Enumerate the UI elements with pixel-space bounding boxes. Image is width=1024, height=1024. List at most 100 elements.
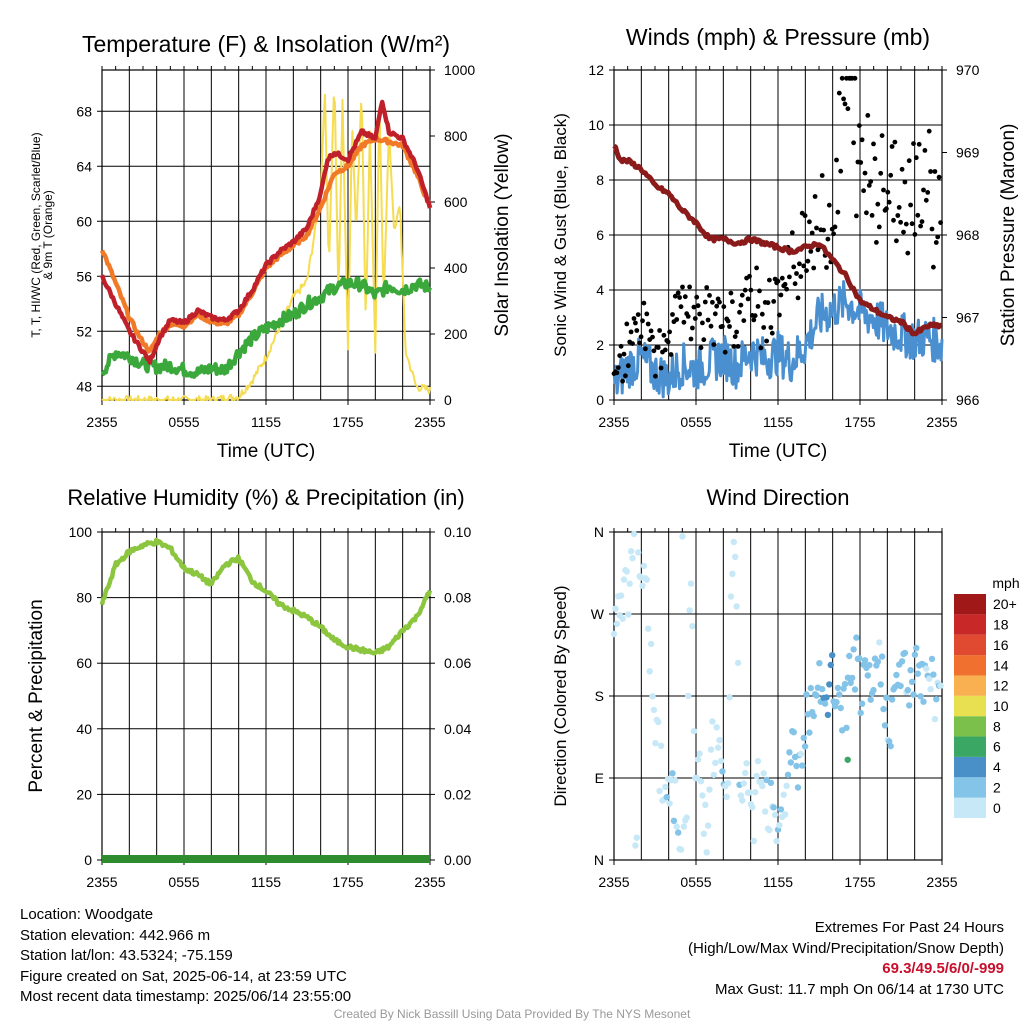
direction-point — [901, 649, 909, 657]
direction-point — [874, 658, 881, 665]
gust-point — [834, 157, 839, 163]
gust-point — [875, 201, 881, 207]
direction-point — [640, 562, 648, 570]
gust-point — [735, 344, 741, 349]
direction-point — [767, 779, 775, 786]
x-tick-label: 1155 — [763, 414, 793, 430]
gust-point — [712, 311, 718, 317]
y-tick-label: 100 — [69, 524, 93, 540]
y2-axis-label: Solar Insolation (Yellow) — [492, 133, 513, 336]
gust-point — [674, 317, 680, 322]
y2-tick-label: 400 — [444, 260, 468, 276]
y2-tick-label: 966 — [956, 392, 980, 408]
colorbar-swatch — [954, 777, 986, 798]
direction-point — [928, 655, 936, 663]
gust-point — [678, 304, 684, 310]
gust-point — [832, 224, 838, 230]
direction-point — [897, 682, 904, 690]
y-tick-label: 6 — [596, 227, 604, 243]
colorbar-label: 2 — [993, 779, 1001, 795]
gust-point — [908, 202, 913, 208]
x-tick-label: 1755 — [844, 414, 875, 430]
direction-point — [662, 783, 669, 791]
max-gust: Max Gust: 11.7 mph On 06/14 at 1730 UTC — [714, 980, 1004, 998]
gust-point — [874, 240, 879, 245]
gust-point — [825, 236, 831, 242]
gust-point — [625, 363, 631, 369]
gust-point — [732, 334, 738, 339]
gust-point — [721, 304, 727, 310]
gust-point — [778, 292, 784, 298]
gust-point — [901, 229, 906, 235]
gust-point — [628, 329, 634, 335]
y-tick-label: 12 — [588, 62, 604, 78]
gust-point — [661, 332, 667, 338]
x-tick-label: 0555 — [680, 874, 711, 890]
gust-point — [620, 378, 625, 384]
direction-point — [620, 576, 628, 583]
direction-point — [702, 801, 709, 808]
y-tick-label: 60 — [76, 655, 92, 671]
chart-title: Temperature (F) & Insolation (W/m²) — [82, 31, 450, 57]
gust-point — [702, 299, 708, 305]
extremes-legend: (High/Low/Max Wind/Precipitation/Snow De… — [688, 939, 1004, 957]
direction-point — [937, 682, 944, 689]
direction-point — [632, 842, 639, 849]
colorbar-swatch — [954, 797, 986, 818]
direction-point — [834, 684, 842, 692]
gust-point — [705, 317, 711, 323]
y-tick-label: S — [595, 688, 604, 704]
gust-point — [707, 293, 712, 298]
gust-point — [878, 170, 884, 176]
gust-point — [915, 212, 921, 218]
direction-point — [773, 837, 780, 845]
gust-point — [727, 324, 732, 329]
direction-point — [643, 576, 650, 583]
gust-point — [919, 219, 925, 225]
direction-point — [801, 743, 809, 750]
gust-point — [694, 294, 700, 300]
direction-point — [750, 837, 757, 845]
station-elevation: Station elevation: 442.966 m — [20, 926, 211, 944]
y-tick-label: 80 — [76, 590, 92, 606]
direction-point — [910, 691, 917, 698]
gust-point — [918, 223, 923, 229]
direction-point — [707, 746, 715, 753]
direction-point — [933, 696, 940, 703]
direction-point — [749, 804, 756, 811]
x-tick-label: 0555 — [168, 874, 199, 890]
direction-point — [851, 686, 859, 693]
gust-point — [902, 179, 908, 185]
direction-point — [836, 691, 843, 698]
colorbar-label: 4 — [993, 759, 1001, 775]
direction-point — [743, 760, 750, 767]
gust-point — [936, 174, 942, 180]
direction-point — [689, 623, 696, 630]
direction-point — [760, 770, 767, 777]
x-tick-label: 2355 — [86, 874, 117, 890]
gust-point — [759, 311, 765, 317]
gust-point — [658, 365, 664, 371]
direction-point — [686, 607, 693, 614]
direction-point — [843, 724, 850, 731]
direction-point — [794, 784, 802, 791]
gust-point — [888, 172, 894, 178]
gust-point — [614, 370, 620, 376]
direction-point — [713, 724, 720, 731]
direction-point — [690, 727, 698, 735]
direction-point — [635, 549, 642, 556]
direction-point — [824, 711, 832, 719]
direction-point — [857, 709, 864, 717]
colorbar-swatch — [954, 634, 986, 656]
gust-point — [831, 231, 836, 237]
direction-point — [739, 797, 746, 804]
direction-point — [841, 680, 849, 688]
gust-point — [842, 101, 848, 107]
colorbar-label: 8 — [993, 718, 1001, 734]
gust-point — [851, 140, 856, 146]
figure-created: Figure created on Sat, 2025-06-14, at 23… — [20, 967, 347, 985]
gust-point — [922, 148, 928, 153]
gust-point — [731, 344, 737, 349]
gust-point — [730, 299, 735, 305]
direction-point — [703, 849, 710, 856]
